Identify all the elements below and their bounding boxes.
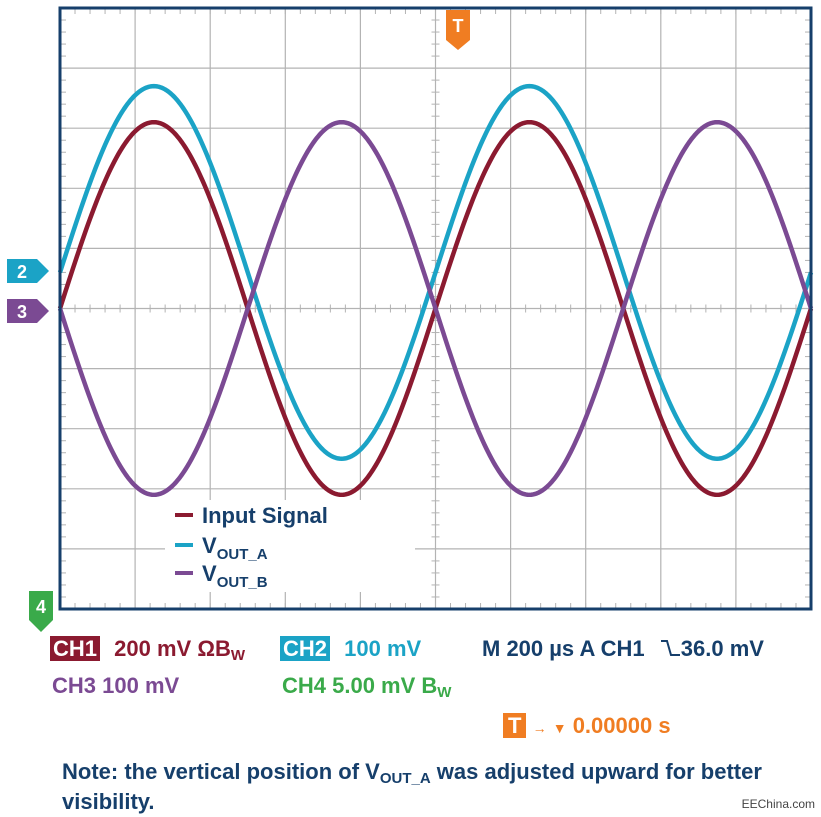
ch4-marker [29, 591, 53, 632]
credit: EEChina.com [741, 797, 815, 811]
ch1-scale-value: 200 mV [114, 636, 192, 661]
readout-ch4: CH4 5.00 mV BW [282, 673, 451, 701]
readout-row-1: CH1 200 mV ΩBW [50, 636, 245, 664]
ch3-marker-label: 3 [17, 302, 27, 322]
plot-frame [58, 6, 813, 611]
ch1-suffix: ΩB [197, 636, 231, 661]
legend-label-input: Input Signal [202, 503, 328, 528]
legend-label-voutb-sub: OUT_B [217, 574, 268, 591]
legend-label-vouta: VOUT_A [202, 533, 268, 563]
timebase: M 200 µs A CH1 [482, 636, 645, 661]
legend-label-voutb-base: V [202, 561, 217, 586]
ch4-marker-label: 4 [36, 597, 46, 617]
trace-ch2 [57, 83, 814, 461]
note-start: Note: the vertical position of V [62, 759, 380, 784]
ch2-marker [7, 259, 49, 283]
falling-edge-icon [660, 640, 680, 656]
ch2-tag: CH2 [280, 636, 331, 661]
traces [57, 83, 814, 498]
triangle-down-icon: ▼ [552, 720, 567, 736]
ch4-scale-sub: W [437, 684, 452, 701]
legend-label-vouta-base: V [202, 533, 217, 558]
readout-ch2: CH2 100 mV [280, 636, 421, 662]
arrow-right-icon: → [532, 720, 547, 736]
note-sub: OUT_A [379, 770, 431, 787]
trigger-marker [446, 10, 470, 50]
note: Note: the vertical position of VOUT_A wa… [62, 760, 812, 813]
trigger-level: 36.0 mV [680, 636, 764, 661]
ch1-tag: CH1 [50, 636, 101, 661]
trigger-position-tag: T [503, 713, 527, 738]
legend-label-vouta-sub: OUT_A [217, 546, 268, 563]
ch2-scale: 100 mV [344, 636, 422, 661]
ch1-scale: 200 mV ΩBW [114, 636, 246, 664]
readout-ch3: CH3 100 mV [52, 673, 180, 698]
oscilloscope-display: Input Signal VOUT_A VOUT_B T 2 3 4 [7, 6, 814, 632]
ch2-marker-label: 2 [17, 262, 27, 282]
trigger-marker-label: T [453, 16, 464, 36]
readout-timebase: M 200 µs A CH1 36.0 mV [482, 636, 764, 662]
ch4-scale: CH4 5.00 mV B [282, 673, 438, 698]
ch3-marker [7, 299, 49, 323]
ch1-suffix-sub: W [230, 647, 246, 664]
note-end: was adjusted upward for better visibilit… [62, 759, 762, 814]
legend-label-voutb: VOUT_B [202, 561, 268, 591]
trigger-position-value: 0.00000 s [572, 713, 671, 738]
legend-box [165, 500, 415, 592]
trace-ch3 [57, 119, 814, 498]
trigger-position: T → ▼ 0.00000 s [503, 713, 671, 739]
